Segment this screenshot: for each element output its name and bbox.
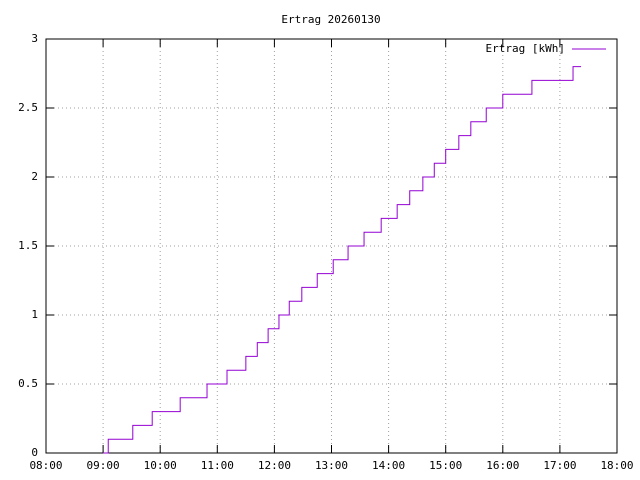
y-tick-label: 1	[31, 308, 38, 321]
data-line	[103, 66, 582, 454]
x-tick-label: 15:00	[429, 459, 462, 472]
x-tick-label: 16:00	[486, 459, 519, 472]
y-tick-label: 0	[31, 446, 38, 459]
x-tick-label: 11:00	[201, 459, 234, 472]
x-tick-label: 17:00	[543, 459, 576, 472]
legend-label: Ertrag [kWh]	[486, 42, 565, 55]
y-tick-label: 2.5	[18, 101, 38, 114]
plot-frame	[45, 38, 618, 454]
x-tick-label: 14:00	[372, 459, 405, 472]
x-tick-label: 13:00	[315, 459, 348, 472]
chart-title: Ertrag 20260130	[281, 13, 380, 26]
y-tick-label: 2	[31, 170, 38, 183]
y-tick-label: 3	[31, 32, 38, 45]
x-tick-label: 12:00	[258, 459, 291, 472]
y-tick-label: 1.5	[18, 239, 38, 252]
x-tick-label: 18:00	[600, 459, 633, 472]
x-tick-label: 08:00	[29, 459, 62, 472]
y-tick-label: 0.5	[18, 377, 38, 390]
x-tick-label: 09:00	[87, 459, 120, 472]
x-tick-label: 10:00	[144, 459, 177, 472]
